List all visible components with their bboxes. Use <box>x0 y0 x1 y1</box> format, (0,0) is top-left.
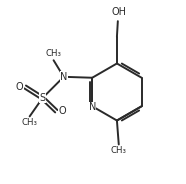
Text: S: S <box>39 93 46 103</box>
Text: O: O <box>16 82 23 92</box>
Text: N: N <box>60 72 67 82</box>
Text: CH₃: CH₃ <box>22 118 38 127</box>
Text: OH: OH <box>111 7 126 17</box>
Text: N: N <box>89 102 96 112</box>
Text: O: O <box>58 106 66 116</box>
Text: CH₃: CH₃ <box>111 146 127 155</box>
Text: CH₃: CH₃ <box>46 49 62 59</box>
